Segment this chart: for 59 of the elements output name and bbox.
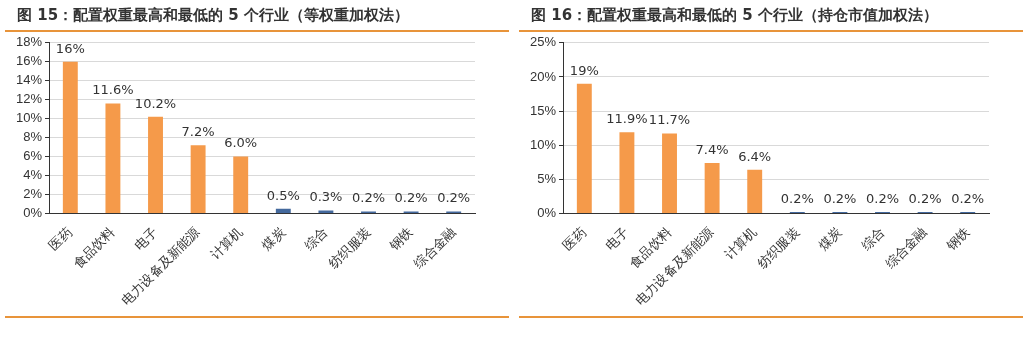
data-label: 0.2% — [908, 190, 942, 206]
data-label: 11.9% — [606, 111, 648, 127]
bar — [62, 61, 78, 213]
data-label: 0.5% — [266, 187, 300, 203]
data-label: 7.2% — [181, 124, 215, 140]
data-label: 0.2% — [780, 190, 814, 206]
y-tick-label: 5% — [537, 170, 557, 186]
data-label: 19% — [569, 62, 599, 78]
data-label: 0.2% — [823, 190, 857, 206]
y-tick-label: 0% — [537, 205, 557, 221]
data-label: 0.2% — [394, 190, 428, 206]
data-label: 0.3% — [309, 189, 343, 205]
y-tick-label: 15% — [529, 102, 557, 118]
y-tick-label: 20% — [529, 68, 557, 84]
y-tick-label: 14% — [15, 72, 43, 88]
chart-title: 图 15：配置权重最高和最低的 5 个行业（等权重加权法） — [5, 0, 509, 32]
y-tick-label: 16% — [15, 53, 43, 69]
y-tick-label: 25% — [529, 34, 557, 50]
bar — [105, 103, 121, 213]
y-tick-label: 18% — [15, 34, 43, 50]
data-label: 0.2% — [437, 190, 471, 206]
bar — [576, 83, 592, 213]
x-tick-label: 综合 — [858, 223, 888, 253]
x-tick-label: 电子 — [131, 223, 161, 253]
y-tick-label: 0% — [23, 205, 43, 221]
bar — [662, 133, 677, 213]
data-label: 10.2% — [134, 95, 177, 111]
data-label: 7.4% — [695, 141, 729, 157]
x-tick-label: 钢铁 — [942, 223, 973, 254]
x-tick-label: 医药 — [559, 223, 589, 253]
data-label: 0.2% — [951, 190, 985, 206]
x-tick-label: 计算机 — [207, 223, 246, 263]
data-label: 6.0% — [224, 135, 258, 151]
y-tick-label: 4% — [23, 167, 43, 183]
data-label: 16% — [55, 40, 85, 56]
y-tick-label: 12% — [15, 91, 43, 107]
data-label: 11.6% — [92, 82, 134, 98]
bar — [275, 208, 291, 213]
chart-title: 图 16：配置权重最高和最低的 5 个行业（持仓市值加权法） — [519, 0, 1023, 32]
x-tick-label: 煤炭 — [258, 223, 288, 253]
y-tick-label: 6% — [23, 148, 43, 164]
bar — [190, 145, 206, 213]
bar — [747, 169, 763, 213]
x-tick-label: 综合 — [301, 223, 331, 253]
data-label: 0.2% — [865, 190, 900, 206]
y-tick-label: 8% — [23, 129, 43, 145]
y-tick-label: 2% — [23, 186, 43, 202]
data-label: 0.2% — [351, 190, 386, 206]
x-tick-label: 电子 — [602, 223, 632, 253]
y-tick-label: 10% — [15, 110, 43, 126]
x-tick-label: 煤炭 — [815, 223, 845, 253]
bar — [233, 156, 249, 213]
y-tick-label: 10% — [529, 136, 557, 152]
bar — [148, 116, 163, 213]
data-label: 6.4% — [738, 148, 772, 164]
data-label: 11.7% — [648, 112, 691, 128]
bar — [704, 162, 720, 213]
bar — [619, 132, 635, 213]
x-tick-label: 医药 — [45, 223, 75, 253]
